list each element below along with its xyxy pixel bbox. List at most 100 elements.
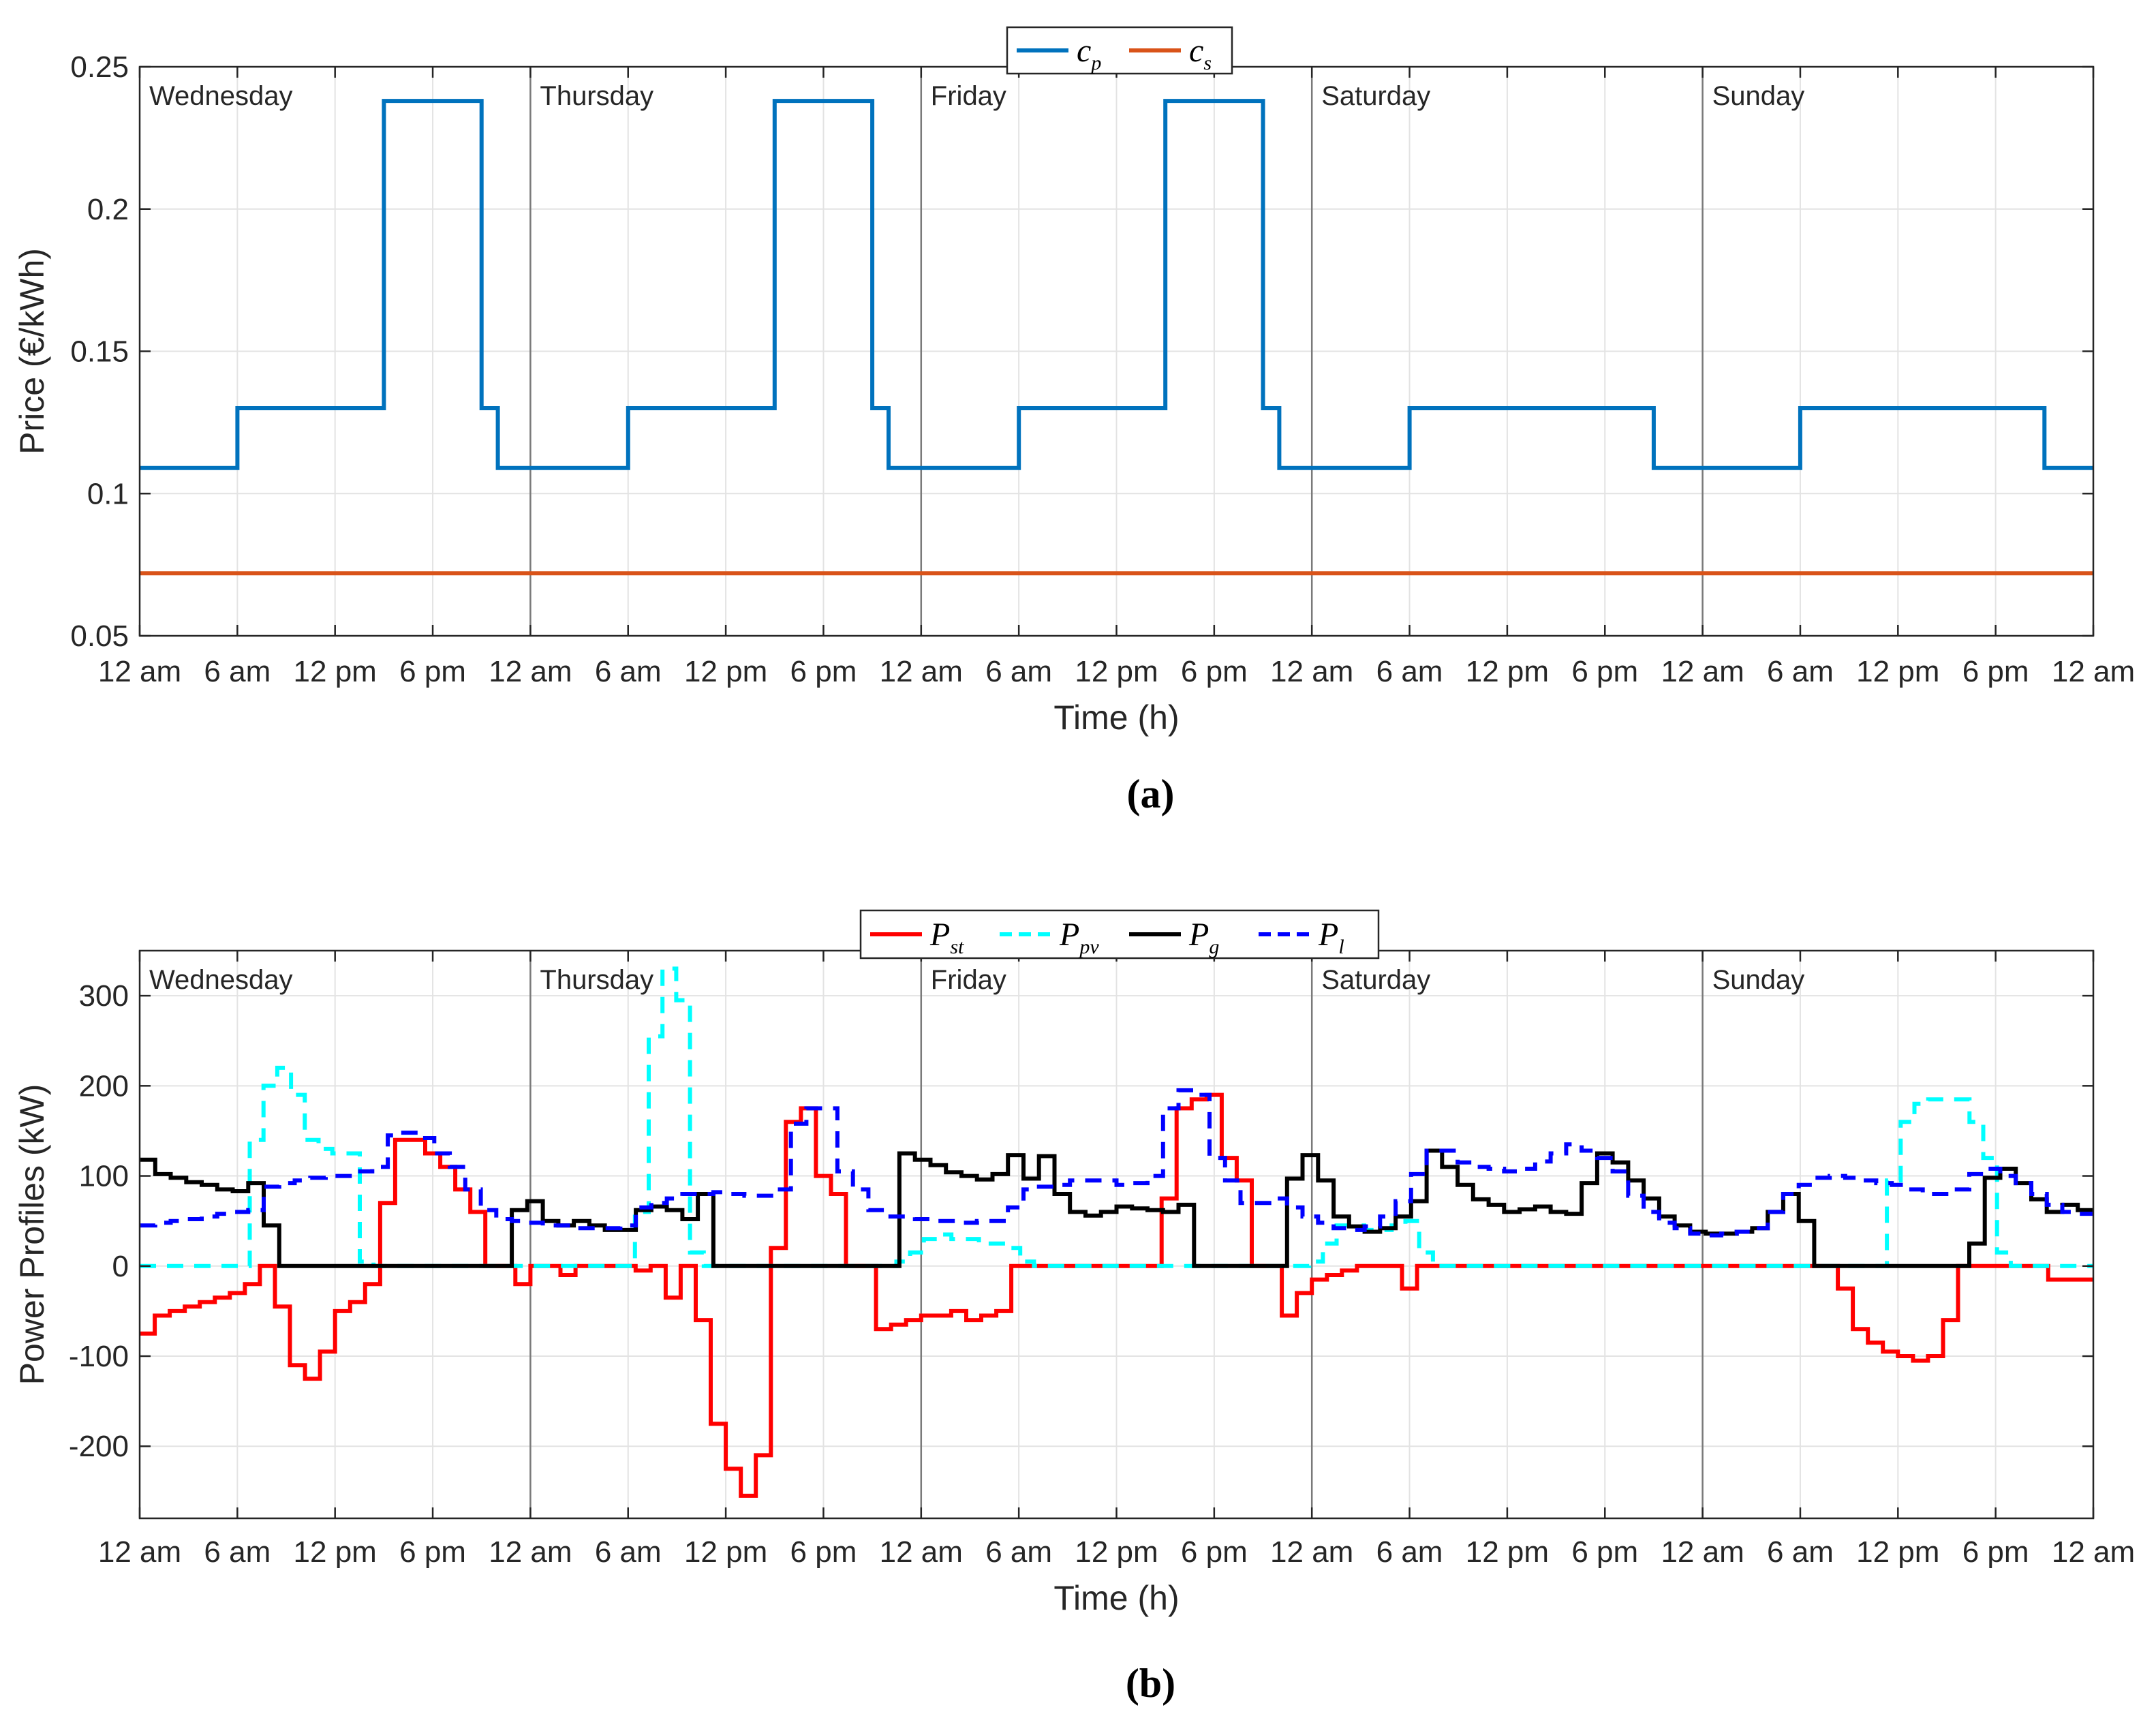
x-tick-label: 6 pm — [1181, 655, 1248, 688]
legend-symbol: c — [1077, 33, 1091, 69]
x-tick-label: 12 pm — [684, 655, 767, 688]
y-tick-label: 0.15 — [70, 335, 129, 369]
x-tick-label: 12 am — [98, 655, 181, 688]
x-tick-label: 12 pm — [1856, 655, 1939, 688]
x-tick-label: 12 pm — [294, 1535, 377, 1569]
x-axis-label: Time (h) — [1053, 1579, 1179, 1617]
panel-caption: (a) — [1127, 771, 1175, 816]
legend-symbol: c — [1189, 33, 1203, 69]
x-tick-label: 12 am — [98, 1535, 181, 1569]
x-tick-label: 12 am — [1270, 1535, 1353, 1569]
x-tick-label: 6 am — [204, 1535, 271, 1569]
legend-symbol: P — [929, 917, 950, 953]
series-p-l-line — [140, 1088, 2093, 1238]
x-tick-label: 6 am — [985, 1535, 1052, 1569]
x-tick-label: 12 pm — [1466, 655, 1549, 688]
y-axis-label: Price (€/kWh) — [13, 248, 51, 455]
legend-symbol: P — [1059, 917, 1079, 953]
x-axis-label: Time (h) — [1053, 699, 1179, 737]
y-tick-label: 0.2 — [87, 193, 129, 226]
day-label: Thursday — [540, 965, 653, 995]
x-tick-label: 12 am — [2052, 655, 2135, 688]
x-tick-label: 12 pm — [1856, 1535, 1939, 1569]
series-group — [140, 99, 2093, 576]
day-label: Saturday — [1321, 965, 1430, 995]
x-tick-label: 6 pm — [399, 1535, 466, 1569]
legend-subscript: st — [950, 936, 964, 958]
day-label: Sunday — [1712, 81, 1805, 111]
y-axis-label: Power Profiles (kW) — [13, 1084, 51, 1385]
y-tick-label: 0.1 — [87, 477, 129, 510]
x-tick-label: 6 am — [1376, 1535, 1443, 1569]
x-tick-label: 6 am — [1767, 1535, 1834, 1569]
legend-subscript: s — [1203, 52, 1212, 74]
x-tick-label: 12 am — [2052, 1535, 2135, 1569]
legend-subscript: pv — [1078, 936, 1099, 958]
day-label: Thursday — [540, 81, 653, 111]
series-p-st-line — [140, 1092, 2093, 1498]
series-c-p-line — [140, 99, 2093, 470]
y-tick-label: -200 — [69, 1430, 129, 1463]
legend-symbol: P — [1318, 917, 1338, 953]
y-tick-label: -100 — [69, 1340, 129, 1373]
y-tick-label: 100 — [79, 1160, 129, 1193]
legend-subscript: p — [1090, 52, 1101, 74]
x-tick-label: 6 am — [595, 655, 662, 688]
x-tick-label: 6 am — [1767, 655, 1834, 688]
day-label: Friday — [931, 81, 1006, 111]
legend-entry-c-s: cs — [1189, 33, 1212, 74]
grid — [139, 66, 2094, 636]
legend-subscript: g — [1209, 936, 1219, 958]
chart-power-profiles: Wednesday Thursday Friday Saturday Sunday -20… — [13, 909, 2135, 1706]
legend-symbol: P — [1188, 917, 1209, 953]
legend: cp cs — [1006, 26, 1233, 75]
x-tick-label: 12 am — [880, 1535, 963, 1569]
x-tick-label: 6 pm — [1571, 655, 1638, 688]
x-tick-label: 12 pm — [1075, 1535, 1158, 1569]
legend-entry-p-l: Pl — [1318, 917, 1344, 958]
panel-caption: (b) — [1126, 1661, 1175, 1706]
x-tick-label: 6 pm — [1181, 1535, 1248, 1569]
legend-entry-c-p: cp — [1077, 33, 1101, 74]
x-tick-label: 12 am — [1661, 655, 1744, 688]
day-label: Wednesday — [149, 81, 293, 111]
y-tick-label: 0 — [112, 1250, 129, 1283]
x-tick-label: 12 am — [489, 1535, 572, 1569]
grid — [139, 951, 2094, 1518]
x-tick-label: 12 am — [1661, 1535, 1744, 1569]
legend-entry-p-st: Pst — [929, 917, 964, 958]
x-tick-label: 12 am — [489, 655, 572, 688]
x-tick-label: 6 am — [595, 1535, 662, 1569]
x-tick-label: 6 pm — [399, 655, 466, 688]
x-tick-label: 6 am — [1376, 655, 1443, 688]
legend-entry-p-pv: Ppv — [1059, 917, 1099, 958]
x-tick-label: 12 pm — [294, 655, 377, 688]
chart-price: Wednesday Thursday Friday Saturday Sunday 0.0… — [13, 26, 2135, 816]
y-tick-label: 0.05 — [70, 619, 129, 653]
x-tick-label: 6 pm — [1962, 655, 2029, 688]
legend: Pst Ppv Pg Pl — [859, 909, 1380, 960]
day-label: Wednesday — [149, 965, 293, 995]
x-tick-label: 12 pm — [684, 1535, 767, 1569]
x-tick-label: 12 pm — [1466, 1535, 1549, 1569]
x-tick-label: 12 am — [880, 655, 963, 688]
x-tick-label: 6 pm — [790, 1535, 857, 1569]
x-tick-label: 6 pm — [1571, 1535, 1638, 1569]
legend-box — [859, 909, 1380, 960]
legend-subscript: l — [1338, 936, 1344, 958]
series-p-g-line — [140, 1148, 2093, 1268]
y-tick-label: 0.25 — [70, 50, 129, 84]
legend-entry-p-g: Pg — [1188, 917, 1219, 958]
x-tick-label: 12 pm — [1075, 655, 1158, 688]
x-tick-label: 6 pm — [790, 655, 857, 688]
x-tick-label: 6 am — [985, 655, 1052, 688]
y-tick-label: 200 — [79, 1069, 129, 1103]
y-tick-label: 300 — [79, 979, 129, 1013]
x-tick-label: 6 am — [204, 655, 271, 688]
day-label: Friday — [931, 965, 1006, 995]
day-label: Saturday — [1321, 81, 1430, 111]
day-label: Sunday — [1712, 965, 1805, 995]
x-tick-label: 12 am — [1270, 655, 1353, 688]
